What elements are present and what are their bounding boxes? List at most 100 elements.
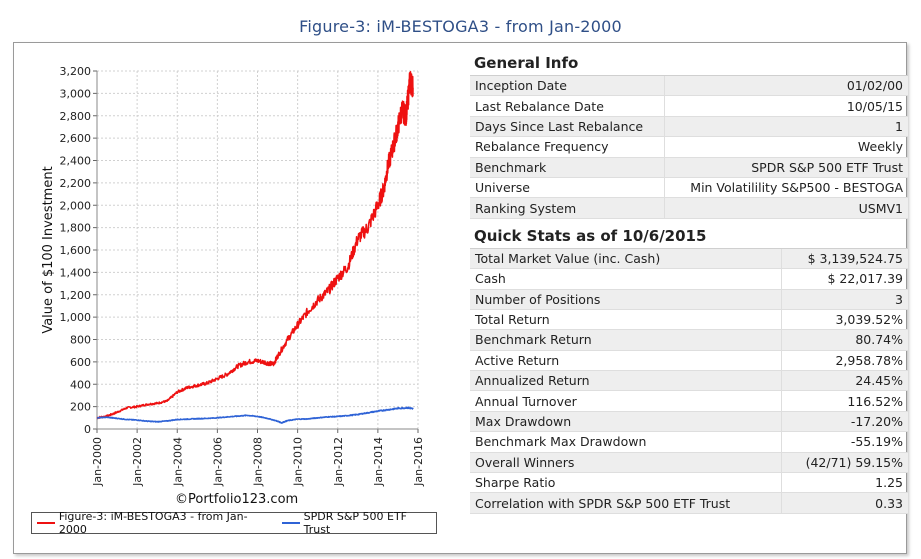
chart-legend: Figure-3: iM-BESTOGA3 - from Jan-2000 SP… bbox=[31, 510, 437, 536]
table-row: Benchmark Return 80.74% bbox=[470, 329, 908, 351]
y-tick-label: 3,200 bbox=[60, 65, 92, 78]
row-value: 2,958.78% bbox=[781, 350, 908, 372]
table-row: Rebalance Frequency Weekly bbox=[470, 136, 908, 158]
x-tick-label: Jan-2004 bbox=[171, 437, 184, 487]
general-info-title: General Info bbox=[470, 50, 908, 76]
general-info-table: Inception Date 01/02/00 Last Rebalance Dat… bbox=[470, 76, 908, 219]
y-tick-label: 1,000 bbox=[60, 311, 92, 324]
table-row: Total Market Value (inc. Cash) $ 3,139,52… bbox=[470, 248, 908, 270]
table-row: Benchmark Max Drawdown -55.19% bbox=[470, 431, 908, 453]
y-tick-label: 2,800 bbox=[60, 110, 92, 123]
legend-swatch-benchmark bbox=[281, 522, 300, 524]
row-value: $ 22,017.39 bbox=[781, 268, 908, 290]
row-label: Benchmark bbox=[470, 157, 666, 178]
row-label: Benchmark Return bbox=[470, 329, 782, 351]
row-label: Rebalance Frequency bbox=[470, 136, 666, 158]
row-label: Number of Positions bbox=[470, 289, 782, 310]
legend-label-strategy: Figure-3: iM-BESTOGA3 - from Jan-2000 bbox=[58, 510, 248, 536]
quick-stats-title: Quick Stats as of 10/6/2015 bbox=[470, 223, 908, 249]
row-value[interactable]: Min Volatilility S&P500 - BESTOGA bbox=[664, 177, 908, 199]
table-row: Benchmark SPDR S&P 500 ETF Trust bbox=[470, 157, 908, 178]
series-line-benchmark bbox=[96, 406, 414, 424]
table-row: Annualized Return 24.45% bbox=[470, 370, 908, 392]
table-row: Overall Winners (42/71) 59.15% bbox=[470, 452, 908, 474]
row-value: Weekly bbox=[664, 136, 908, 158]
table-row: Annual Turnover 116.52% bbox=[470, 390, 908, 412]
copyright-text: ©Portfolio123.com bbox=[175, 492, 299, 507]
row-label: Overall Winners bbox=[470, 452, 782, 474]
row-label: Sharpe Ratio bbox=[470, 472, 782, 494]
row-value: 3 bbox=[781, 289, 908, 310]
row-label: Ranking System bbox=[470, 197, 666, 219]
row-value: 80.74% bbox=[781, 329, 908, 351]
quick-stats-table: Total Market Value (inc. Cash) $ 3,139,52… bbox=[470, 248, 908, 514]
chart-area: 0 200 400 600 800 1,000 1,200 1,400 1,600 1,800 2,… bbox=[25, 58, 445, 538]
table-row: Total Return 3,039.52% bbox=[470, 309, 908, 331]
y-tick-label: 2,600 bbox=[60, 132, 92, 145]
y-tick-label: 0 bbox=[84, 423, 91, 436]
x-tick-label: Jan-2010 bbox=[292, 437, 305, 487]
y-tick-label: 200 bbox=[70, 401, 91, 414]
row-value: $ 3,139,524.75 bbox=[781, 248, 908, 270]
y-axis-label: Value of $100 Investment bbox=[41, 166, 56, 333]
x-tick-label: Jan-2012 bbox=[332, 437, 345, 487]
y-tick-label: 2,000 bbox=[60, 199, 92, 212]
row-value[interactable]: USMV1 bbox=[664, 197, 908, 219]
row-label: Benchmark Max Drawdown bbox=[470, 431, 782, 453]
info-panel: General Info Inception Date 01/02/00 Last … bbox=[470, 50, 908, 514]
row-value: 1 bbox=[664, 116, 908, 138]
row-value: -55.19% bbox=[781, 431, 908, 453]
y-tick-label: 800 bbox=[70, 334, 91, 347]
table-row: Inception Date 01/02/00 bbox=[470, 76, 908, 97]
table-row: Cash $ 22,017.39 bbox=[470, 268, 908, 290]
row-label: Total Return bbox=[470, 309, 782, 331]
row-value: 24.45% bbox=[781, 370, 908, 392]
row-label: Correlation with SPDR S&P 500 ETF Trust bbox=[470, 492, 782, 514]
table-row: Days Since Last Rebalance 1 bbox=[470, 116, 908, 138]
y-tick-label: 400 bbox=[70, 378, 91, 391]
x-tick-label: Jan-2006 bbox=[211, 437, 224, 487]
row-label: Cash bbox=[470, 268, 782, 290]
legend-item-strategy: Figure-3: iM-BESTOGA3 - from Jan-2000 bbox=[37, 510, 274, 536]
row-value: -17.20% bbox=[781, 411, 908, 433]
row-value: SPDR S&P 500 ETF Trust bbox=[664, 157, 908, 178]
row-label: Days Since Last Rebalance bbox=[470, 116, 666, 138]
table-row: Ranking System USMV1 bbox=[470, 197, 908, 219]
x-tick-label: Jan-2016 bbox=[412, 437, 425, 487]
row-value: 0.33 bbox=[781, 492, 908, 514]
table-row: Universe Min Volatilility S&P500 - BESTOG… bbox=[470, 177, 908, 199]
x-tick-label: Jan-2008 bbox=[252, 437, 265, 487]
y-tick-label: 3,000 bbox=[60, 87, 92, 100]
legend-item-benchmark: SPDR S&P 500 ETF Trust bbox=[281, 510, 436, 536]
table-row: Correlation with SPDR S&P 500 ETF Trust 0… bbox=[470, 492, 908, 514]
line-chart: 0 200 400 600 800 1,000 1,200 1,400 1,600 1,800 2,… bbox=[41, 65, 425, 487]
table-row: Number of Positions 3 bbox=[470, 289, 908, 310]
x-tick-label: Jan-2002 bbox=[131, 437, 144, 487]
x-tick-label: Jan-2014 bbox=[372, 437, 385, 487]
table-row: Sharpe Ratio 1.25 bbox=[470, 472, 908, 494]
y-tick-label: 1,200 bbox=[60, 289, 92, 302]
row-label: Last Rebalance Date bbox=[470, 95, 666, 117]
table-row: Max Drawdown -17.20% bbox=[470, 411, 908, 433]
row-value: 3,039.52% bbox=[781, 309, 908, 331]
table-row: Active Return 2,958.78% bbox=[470, 350, 908, 372]
series-line-strategy bbox=[96, 71, 414, 420]
y-tick-label: 2,400 bbox=[60, 155, 92, 168]
row-label: Annualized Return bbox=[470, 370, 782, 392]
row-label: Total Market Value (inc. Cash) bbox=[470, 248, 782, 270]
row-value: 01/02/00 bbox=[664, 76, 908, 97]
y-tick-label: 1,800 bbox=[60, 222, 92, 235]
figure-title: Figure-3: iM-BESTOGA3 - from Jan-2000 bbox=[299, 17, 622, 36]
y-tick-label: 600 bbox=[70, 356, 91, 369]
y-tick-label: 1,600 bbox=[60, 244, 92, 257]
row-value: 10/05/15 bbox=[664, 95, 908, 117]
row-value: 116.52% bbox=[781, 390, 908, 412]
row-label: Universe bbox=[470, 177, 666, 199]
table-row: Last Rebalance Date 10/05/15 bbox=[470, 95, 908, 117]
y-tick-label: 2,200 bbox=[60, 177, 92, 190]
y-tick-label: 1,400 bbox=[60, 266, 92, 279]
legend-label-benchmark: SPDR S&P 500 ETF Trust bbox=[303, 510, 408, 536]
row-label: Active Return bbox=[470, 350, 782, 372]
row-value: 1.25 bbox=[781, 472, 908, 494]
legend-swatch-strategy bbox=[37, 522, 55, 524]
